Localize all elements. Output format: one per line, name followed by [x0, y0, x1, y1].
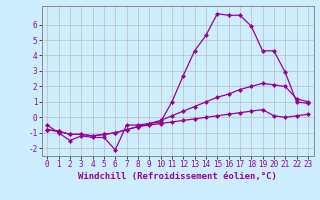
- X-axis label: Windchill (Refroidissement éolien,°C): Windchill (Refroidissement éolien,°C): [78, 172, 277, 181]
